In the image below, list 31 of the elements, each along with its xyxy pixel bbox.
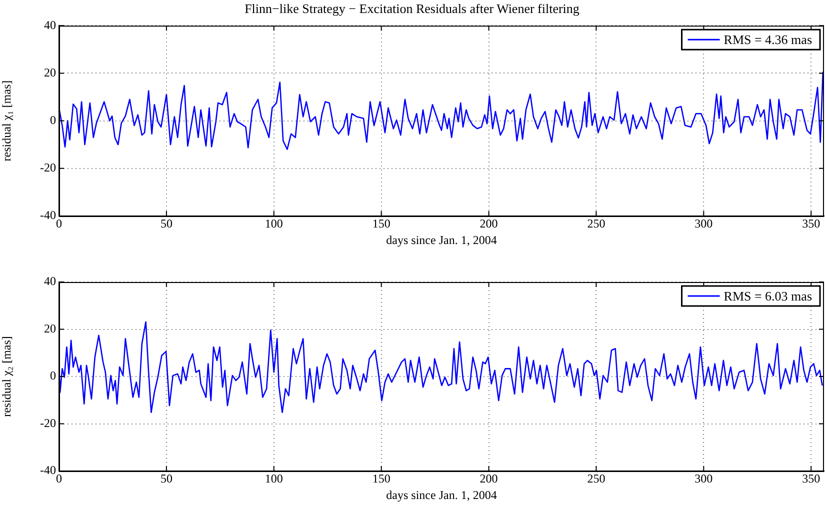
- x-tick-label: 150: [372, 216, 390, 230]
- y-tick-label: 0: [50, 368, 56, 383]
- x-tick-label: 350: [802, 471, 820, 486]
- y-tick-label: 20: [44, 65, 56, 80]
- y-tick-label: 20: [44, 321, 56, 336]
- x-tick-label: 200: [480, 216, 498, 230]
- legend-label: RMS = 4.36 mas: [724, 32, 812, 48]
- x-tick-label: 250: [587, 216, 606, 230]
- legend-label: RMS = 6.03 mas: [724, 288, 812, 304]
- y-tick-label: -20: [40, 160, 56, 175]
- y-tick-label: 0: [50, 112, 56, 127]
- y-tick-label: -40: [40, 463, 56, 478]
- x-axis-title: days since Jan. 1, 2004: [386, 488, 497, 502]
- x-tick-label: 300: [694, 216, 713, 230]
- x-tick-label: 150: [372, 471, 390, 486]
- y-axis-title: residual χ₂ [mas]: [0, 336, 14, 417]
- x-tick-label: 200: [480, 471, 498, 486]
- x-tick-label: 100: [264, 471, 283, 486]
- x-axis-title: days since Jan. 1, 2004: [386, 232, 497, 247]
- x-tick-label: 250: [587, 471, 606, 486]
- x-tick-label: 50: [160, 471, 172, 486]
- x-tick-label: 350: [802, 216, 820, 230]
- y-axis-title: residual χ₁ [mas]: [0, 80, 14, 162]
- y-tick-label: 40: [44, 274, 56, 288]
- y-tick-label: 40: [44, 18, 56, 32]
- x-tick-label: 100: [264, 216, 283, 230]
- chart-title: Flinn−like Strategy − Excitation Residuals after Wiener filtering: [244, 1, 580, 16]
- x-tick-label: 300: [694, 471, 713, 486]
- y-tick-label: -20: [40, 416, 56, 430]
- x-tick-label: 50: [160, 216, 172, 230]
- y-tick-label: -40: [40, 208, 56, 222]
